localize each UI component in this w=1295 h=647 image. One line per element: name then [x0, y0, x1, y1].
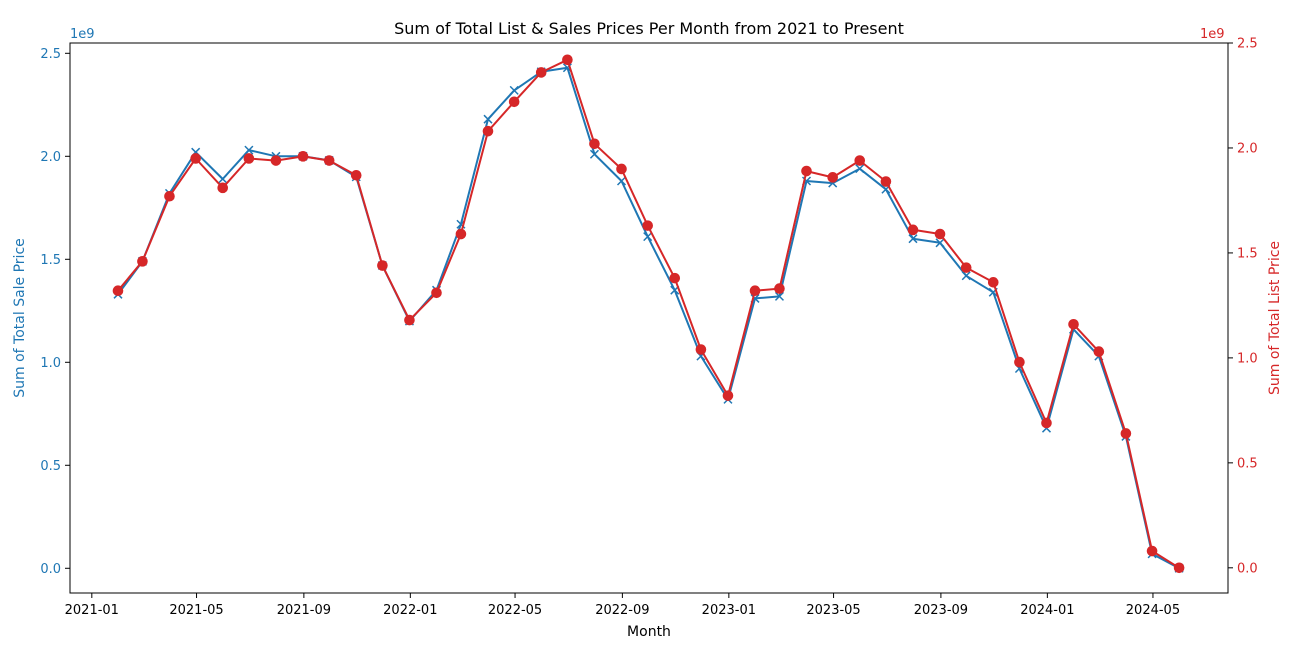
- data-point-circle-marker: [137, 256, 148, 267]
- right-y-tick-label: 2.5: [1237, 37, 1258, 52]
- data-point-circle-marker: [801, 165, 812, 177]
- data-point-circle-marker: [854, 155, 866, 166]
- data-point-circle-marker: [616, 163, 627, 175]
- x-tick-label: 2021-01: [65, 603, 119, 618]
- x-tick-label: 2023-09: [914, 603, 968, 618]
- data-point-circle-marker: [112, 285, 124, 297]
- data-point-x-marker: [218, 174, 228, 184]
- chart-title: Sum of Total List & Sales Prices Per Mon…: [394, 19, 904, 38]
- data-point-circle-marker: [695, 344, 707, 355]
- data-point-x-marker: [935, 238, 945, 248]
- data-point-circle-marker: [827, 172, 838, 183]
- data-point-circle-marker: [1093, 346, 1105, 357]
- data-point-circle-marker: [774, 283, 785, 294]
- data-point-circle-marker: [243, 153, 255, 164]
- left-y-tick-label: 1.0: [40, 356, 61, 371]
- data-point-x-marker: [774, 291, 784, 301]
- data-point-circle-marker: [297, 151, 309, 162]
- list-price-series: [112, 54, 1185, 574]
- right-y-axis-title: Sum of Total List Price: [1267, 241, 1283, 395]
- x-tick-label: 2024-05: [1126, 603, 1180, 618]
- right-y-tick-label: 1.0: [1237, 351, 1258, 366]
- left-y-tick-label: 2.0: [40, 150, 61, 165]
- x-tick-label: 2022-09: [595, 603, 649, 618]
- data-point-circle-marker: [323, 155, 335, 166]
- data-point-circle-marker: [1173, 562, 1185, 574]
- data-point-circle-marker: [190, 153, 201, 164]
- data-point-circle-marker: [562, 54, 573, 66]
- data-point-circle-marker: [404, 314, 415, 326]
- data-point-circle-marker: [535, 67, 547, 78]
- data-point-x-marker: [616, 176, 627, 186]
- right-axis-multiplier: 1e9: [1200, 27, 1225, 42]
- left-y-tick-label: 2.5: [40, 47, 61, 62]
- data-point-circle-marker: [749, 285, 761, 297]
- data-point-x-marker: [908, 234, 918, 244]
- data-point-circle-marker: [1014, 356, 1025, 368]
- data-point-circle-marker: [377, 260, 388, 271]
- left-y-tick-label: 0.0: [40, 562, 61, 577]
- data-point-x-marker: [244, 145, 254, 155]
- data-point-circle-marker: [987, 277, 999, 288]
- x-tick-label: 2023-01: [702, 603, 756, 618]
- data-point-circle-marker: [217, 182, 229, 194]
- data-point-x-marker: [509, 85, 519, 95]
- sale-price-series: [113, 63, 1184, 573]
- x-tick-label: 2022-05: [488, 603, 542, 618]
- x-tick-label: 2021-05: [169, 603, 223, 618]
- right-y-tick-label: 1.5: [1237, 246, 1258, 261]
- left-y-tick-label: 0.5: [40, 459, 61, 474]
- data-point-circle-marker: [350, 169, 362, 181]
- right-y-tick-label: 2.0: [1237, 141, 1258, 156]
- data-point-circle-marker: [455, 228, 467, 240]
- data-point-x-marker: [589, 149, 599, 159]
- data-point-circle-marker: [722, 390, 734, 401]
- data-point-circle-marker: [880, 176, 892, 187]
- data-point-circle-marker: [431, 287, 442, 299]
- data-point-circle-marker: [907, 224, 919, 236]
- x-tick-label: 2021-09: [277, 603, 331, 618]
- right-y-tick-label: 0.5: [1237, 456, 1258, 471]
- data-point-circle-marker: [508, 96, 520, 108]
- data-point-circle-marker: [164, 190, 175, 202]
- data-point-circle-marker: [1146, 545, 1158, 557]
- x-tick-label: 2024-01: [1020, 603, 1074, 618]
- data-point-circle-marker: [642, 220, 653, 231]
- plot-frame: [69, 42, 1229, 594]
- data-point-circle-marker: [669, 272, 681, 284]
- data-point-x-marker: [483, 114, 493, 124]
- x-axis-title: Month: [627, 624, 671, 640]
- data-point-circle-marker: [270, 155, 282, 166]
- data-point-circle-marker: [482, 125, 494, 137]
- x-tick-label: 2022-01: [383, 603, 437, 618]
- series-line: [117, 58, 1180, 569]
- data-point-circle-marker: [934, 228, 946, 240]
- data-point-circle-marker: [1068, 318, 1079, 330]
- data-point-circle-marker: [1041, 417, 1052, 429]
- data-point-x-marker: [643, 232, 653, 242]
- data-point-x-marker: [961, 271, 971, 281]
- left-axis-multiplier: 1e9: [70, 27, 95, 42]
- series-line: [117, 66, 1180, 570]
- data-point-circle-marker: [1120, 428, 1132, 439]
- left-y-axis-title: Sum of Total Sale Price: [12, 238, 28, 398]
- left-y-tick-label: 1.5: [40, 253, 61, 268]
- data-point-circle-marker: [589, 138, 600, 150]
- data-point-x-marker: [855, 164, 865, 174]
- data-point-circle-marker: [960, 262, 972, 273]
- right-y-tick-label: 0.0: [1237, 561, 1258, 576]
- x-tick-label: 2023-05: [806, 603, 860, 618]
